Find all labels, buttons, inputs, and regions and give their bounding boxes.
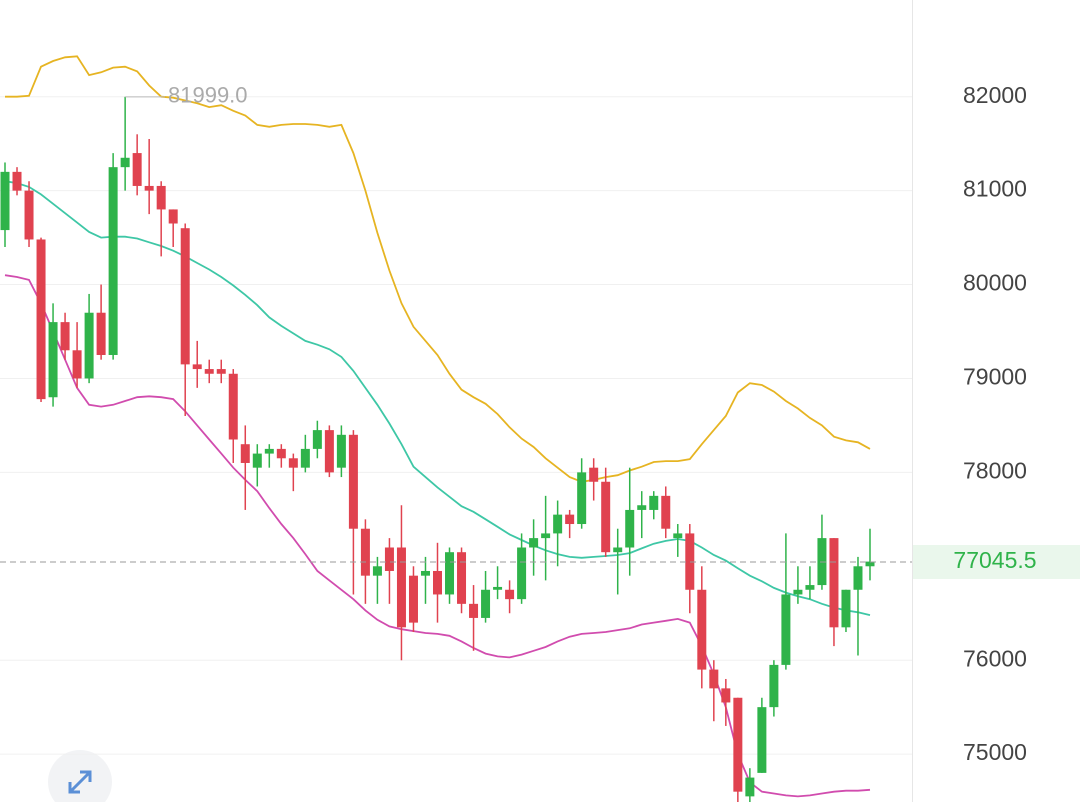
candle-body [493,586,503,590]
candle-body [132,153,142,186]
candle-body [613,547,623,553]
candle-body [396,547,406,628]
candle-body [216,369,226,374]
y-tick-label: 82000 [963,82,1027,108]
candle-body [108,167,118,355]
candle-body [649,495,659,510]
candle-body [505,589,515,600]
candle-body [168,209,178,224]
candle-body [481,589,491,618]
last-price-bg [913,545,1080,580]
candle-body [841,589,851,628]
candle-body [745,777,755,797]
candle-body [72,350,82,379]
candle-body [60,322,70,351]
expand-bg [48,750,112,802]
candle-body [336,434,346,468]
candle-body [685,533,695,590]
y-tick-label: 81000 [963,176,1027,202]
candle-body [48,322,58,398]
candle-body [757,707,767,773]
candle-body [288,458,298,468]
band-line [5,55,871,483]
candle-body [384,547,394,571]
candle-body [565,514,575,525]
candle-body [276,448,286,459]
candle-body [673,533,683,539]
candle-body [457,552,467,604]
candle-body [769,664,779,708]
candle-body [793,589,803,595]
candle-body [853,566,863,590]
y-tick-label: 79000 [963,364,1027,390]
candle-body [324,430,334,473]
candle-body [300,448,310,468]
candle-body [24,190,34,240]
candle-body [0,171,10,231]
candle-body [360,528,370,576]
plot-area [0,55,875,802]
candle-body [252,453,262,468]
candle-body [12,171,22,191]
candle-body [625,509,635,548]
expand-icon [68,770,92,794]
candle-body [312,430,322,449]
candle-body [601,481,611,553]
candle-body [264,448,274,454]
candle-body [180,228,190,365]
candle-body [829,538,839,628]
candle-body [517,547,527,600]
candle-body [445,552,455,595]
candle-body [96,312,106,355]
candle-body [36,239,46,400]
candle-body [721,688,731,703]
candle-body [228,373,238,440]
candle-body [84,312,94,379]
y-tick-label: 78000 [963,457,1027,483]
candle-body [577,472,587,525]
candle-body [709,669,719,689]
candle-body [865,561,875,567]
candle-body [372,566,382,576]
candle-body [553,514,563,534]
candle-body [156,185,166,210]
expand-button[interactable] [48,750,112,802]
candle-body [120,157,130,168]
y-tick-label: 76000 [963,645,1027,671]
candle-body [240,444,250,463]
band-line [4,180,871,616]
candle-body [204,369,214,374]
candle-body [348,434,358,529]
candle-body [144,185,154,191]
last-price-label: 77045.5 [953,547,1036,573]
candle-body [408,575,418,623]
candle-body [781,594,791,665]
candle-body [589,467,599,482]
y-tick-label: 75000 [963,739,1027,765]
candle-body [469,603,479,618]
candle-body [192,364,202,370]
candle-body [541,533,551,539]
candle-body [661,495,671,529]
max-label: 81999.0 [168,83,248,108]
candle-body [420,570,430,576]
y-tick-label: 80000 [963,270,1027,296]
candle-body [697,589,707,670]
candle-body [529,538,539,548]
candle-body [733,697,743,792]
candle-body [805,585,815,590]
candle-body [433,570,442,595]
candle-body [637,505,647,510]
